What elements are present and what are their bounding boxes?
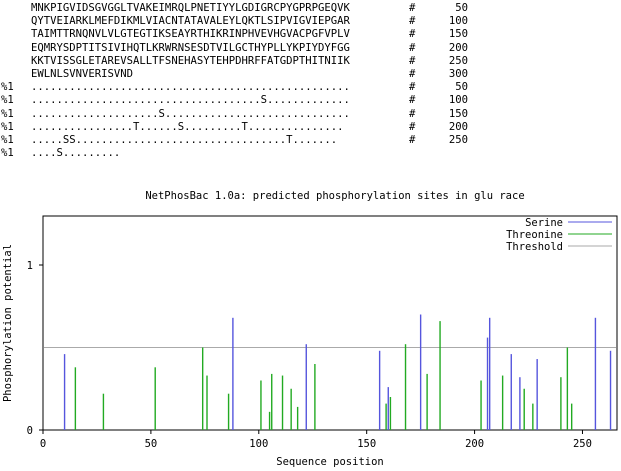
sequence-position: 50 [455, 81, 468, 94]
sequence-hash: # [409, 41, 416, 54]
x-axis-label: Sequence position [276, 456, 383, 468]
sequence-text: .....SS.................................… [31, 134, 338, 146]
sequence-hash: # [409, 81, 416, 94]
sequence-text: ....................S...................… [31, 107, 350, 120]
x-tick-label: 100 [249, 438, 268, 450]
sequence-text: ................T......S.........T......… [31, 120, 344, 133]
sequence-hash: # [409, 134, 416, 146]
sequence-text: QYTVEIARKLMEFDIKMLVIACNTATAVALEYLQKTLSIP… [31, 15, 350, 28]
sequence-text: MNKPIGVIDSGVGGLTVAKEIMRQLPNETIYYLGDIGRCP… [31, 2, 350, 14]
sequence-prefix: %1 [1, 134, 14, 146]
sequence-text: EWLNLSVNVERISVND [31, 68, 134, 80]
sequence-position: 100 [448, 94, 468, 107]
sequence-position: 300 [448, 68, 468, 80]
sequence-text: ........................................… [31, 81, 350, 94]
sequence-hash: # [409, 15, 416, 28]
sequence-text: ....S......... [31, 147, 121, 160]
sequence-hash: # [409, 28, 416, 41]
x-tick-label: 150 [357, 438, 376, 450]
legend-label: Threshold [506, 241, 563, 253]
sequence-position: 200 [448, 120, 468, 133]
sequence-hash: # [409, 2, 416, 14]
x-tick-label: 250 [573, 438, 592, 450]
sequence-text: TAIMTTRNQNVLVLGTEGTIKSEAYRTHIKRINPHVEVHG… [31, 28, 350, 41]
sequence-hash: # [409, 107, 416, 120]
sequence-prefix: %1 [1, 120, 14, 133]
sequence-text: EQMRYSDPTITSIVIHQTLKRWRNSESDTVILGCTHYPLL… [31, 41, 350, 54]
y-axis-label: Phosphorylation potential [2, 244, 14, 402]
sequence-prefix: %1 [1, 107, 14, 120]
x-tick-label: 0 [40, 438, 46, 450]
y-tick-label: 0 [27, 425, 33, 437]
phosphorylation-chart: NetPhosBac 1.0a: predicted phosphorylati… [2, 190, 618, 468]
chart-title: NetPhosBac 1.0a: predicted phosphorylati… [145, 190, 524, 202]
sequence-text: ....................................S...… [31, 94, 350, 107]
sequence-position: 50 [455, 2, 468, 14]
sequence-block: MNKPIGVIDSGVGGLTVAKEIMRQLPNETIYYLGDIGRCP… [0, 0, 621, 185]
plot-area [42, 215, 618, 431]
legend-label: Serine [525, 217, 563, 229]
sequence-position: 100 [448, 15, 468, 28]
sequence-position: 250 [448, 54, 468, 67]
sequence-text: KKTVISSGLETAREVSALLTFSNEHASYTEHPDHRFFATG… [31, 54, 350, 67]
sequence-prefix: %1 [1, 94, 14, 107]
sequence-position: 200 [448, 41, 468, 54]
sequence-position: 150 [448, 107, 468, 120]
sequence-prefix: %1 [1, 147, 14, 160]
sequence-position: 150 [448, 28, 468, 41]
sequence-hash: # [409, 54, 416, 67]
legend-label: Threonine [506, 229, 563, 241]
x-tick-label: 50 [145, 438, 158, 450]
sequence-hash: # [409, 94, 416, 107]
y-tick-label: 1 [27, 260, 33, 272]
sequence-prefix: %1 [1, 81, 14, 94]
sequence-hash: # [409, 68, 416, 80]
sequence-position: 250 [448, 134, 468, 146]
sequence-hash: # [409, 120, 416, 133]
x-tick-label: 200 [465, 438, 484, 450]
